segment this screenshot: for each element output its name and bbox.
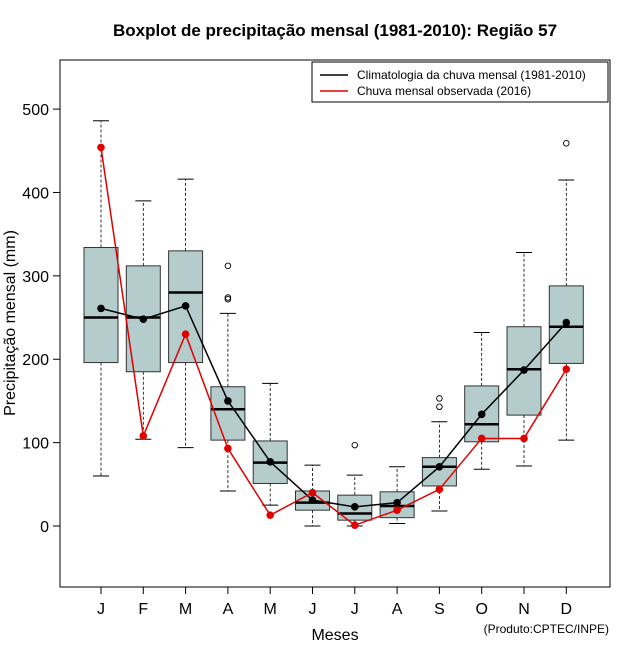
box-iqr	[421, 457, 457, 487]
outlier-point	[351, 441, 359, 449]
outlier-point	[436, 395, 443, 402]
series-point	[351, 503, 359, 511]
series-point	[266, 511, 275, 519]
series-line	[100, 147, 567, 527]
box-1	[83, 120, 119, 477]
outlier-point	[224, 262, 232, 270]
series-point	[308, 496, 317, 504]
series-point	[520, 366, 528, 374]
x-tick-label: J	[309, 601, 317, 618]
legend-label-observada: Chuva mensal observada (2016)	[357, 84, 531, 98]
series-point	[139, 432, 148, 440]
y-tick-label: 400	[22, 185, 49, 202]
x-tick-label: S	[434, 601, 445, 618]
outlier-point	[563, 140, 570, 147]
series-point	[520, 434, 528, 443]
boxplot-boxes	[83, 120, 584, 527]
outlier-point	[436, 403, 443, 411]
series-lines	[97, 143, 571, 529]
series-point	[308, 488, 317, 497]
x-tick-label: J	[351, 601, 359, 618]
series-point	[181, 330, 190, 339]
x-axis-label: Meses	[311, 627, 358, 644]
outlier-point	[224, 294, 232, 301]
series-point	[477, 434, 486, 443]
x-tick-label: A	[392, 601, 403, 618]
chart-title: Boxplot de precipitação mensal (1981-201…	[113, 21, 557, 40]
series-point	[181, 302, 190, 310]
series-point	[477, 410, 486, 419]
legend-box	[311, 61, 609, 103]
y-tick-label: 500	[22, 102, 49, 119]
series-point	[224, 444, 232, 453]
x-tick-label: O	[475, 601, 487, 618]
x-tick-label: M	[179, 601, 192, 618]
y-axis: 0 100 200 300 400 500	[22, 102, 60, 536]
y-axis-label: Precipitação mensal (mm)	[2, 230, 19, 416]
series-point	[266, 457, 275, 466]
box-9	[421, 395, 457, 512]
box-3	[168, 178, 204, 449]
plot-frame	[59, 59, 611, 588]
credit-text: (Produto:CPTEC/INPE)	[484, 622, 609, 636]
y-tick-label: 0	[40, 519, 49, 536]
x-tick-label: F	[138, 601, 148, 618]
y-tick-label: 100	[22, 436, 49, 453]
y-tick-label: 200	[22, 352, 49, 369]
box-4	[210, 262, 246, 492]
series-point	[97, 143, 105, 152]
x-tick-label: N	[518, 601, 530, 618]
box-12	[548, 140, 584, 441]
x-tick-label: A	[223, 601, 234, 618]
series-1	[97, 143, 571, 529]
y-tick-label: 300	[22, 269, 49, 286]
x-tick-label: D	[561, 601, 573, 618]
plot-area	[59, 59, 611, 588]
series-point	[139, 315, 148, 324]
legend-label-climatologia: Climatologia da chuva mensal (1981-2010)	[357, 68, 586, 82]
series-point	[351, 521, 359, 529]
box-11	[506, 252, 542, 467]
series-0	[97, 302, 571, 511]
outlier-point	[224, 295, 232, 303]
x-tick-label: M	[264, 601, 277, 618]
x-tick-label: J	[97, 601, 105, 618]
series-line	[100, 304, 567, 508]
series-point	[393, 506, 401, 514]
series-point	[435, 485, 444, 494]
series-point	[393, 498, 401, 507]
box-iqr	[210, 386, 246, 441]
legend: Climatologia da chuva mensal (1981-2010)…	[311, 61, 609, 103]
series-point	[97, 304, 105, 313]
series-point	[562, 365, 571, 374]
series-point	[435, 463, 444, 471]
box-7	[337, 441, 373, 527]
series-point	[562, 318, 571, 327]
series-point	[224, 397, 232, 405]
